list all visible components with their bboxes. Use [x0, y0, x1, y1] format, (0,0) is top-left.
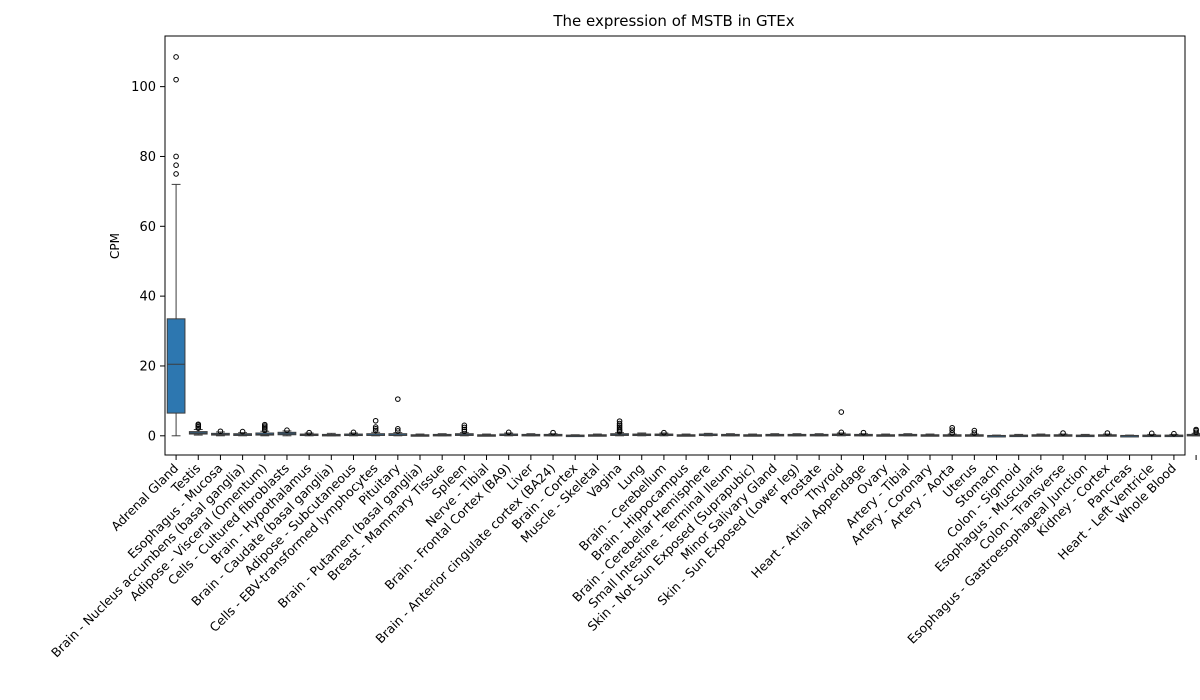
outlier-point — [239, 428, 246, 435]
outlier-point — [306, 429, 312, 436]
y-tick-label: 40 — [139, 290, 156, 305]
outlier-point — [1060, 430, 1066, 436]
outlier-point — [949, 430, 955, 436]
outlier-point — [395, 396, 401, 402]
y-tick-label: 100 — [131, 80, 156, 95]
outlier-point — [1193, 426, 1199, 433]
outlier-point — [372, 426, 379, 432]
chart-title: The expression of MSTB in GTEx — [552, 12, 794, 30]
outlier-point — [173, 162, 179, 168]
outlier-point — [1104, 430, 1111, 436]
outlier-point — [838, 409, 845, 415]
outlier-point — [616, 420, 623, 427]
outlier-point — [173, 76, 179, 83]
outlier-point — [1171, 430, 1177, 437]
outlier-point — [971, 427, 978, 434]
outlier-point — [173, 54, 179, 60]
y-axis-label: CPM — [108, 233, 122, 259]
outlier-point — [949, 424, 955, 431]
outlier-point — [461, 422, 468, 429]
y-tick-label: 60 — [139, 220, 156, 235]
outlier-point — [372, 424, 379, 430]
outlier-point — [616, 418, 623, 424]
outlier-point — [838, 429, 845, 436]
outlier-point — [661, 429, 667, 436]
outlier-point — [1148, 430, 1155, 437]
outlier-point — [860, 429, 867, 436]
outlier-point — [550, 429, 556, 436]
outlier-point — [971, 430, 978, 436]
y-tick-label: 80 — [139, 150, 156, 165]
box-body — [166, 318, 186, 414]
outlier-point — [1193, 429, 1199, 436]
outlier-point — [461, 428, 468, 435]
plot-frame — [164, 35, 1186, 456]
outlier-point — [505, 429, 512, 436]
outlier-point — [350, 429, 357, 436]
outlier-point — [372, 427, 379, 434]
outlier-point — [173, 153, 179, 160]
outlier-point — [395, 428, 401, 434]
outlier-point — [284, 427, 290, 434]
y-tick-label: 20 — [139, 359, 156, 374]
outlier-point — [261, 421, 268, 428]
outlier-point — [372, 417, 379, 424]
outlier-point — [395, 426, 401, 432]
outlier-point — [949, 427, 955, 434]
outlier-point — [173, 171, 179, 177]
y-tick-label: 0 — [148, 429, 156, 444]
outlier-point — [217, 428, 224, 435]
outlier-point — [616, 424, 623, 430]
outlier-point — [461, 424, 468, 431]
outlier-point — [195, 421, 202, 428]
outlier-point — [616, 426, 623, 432]
